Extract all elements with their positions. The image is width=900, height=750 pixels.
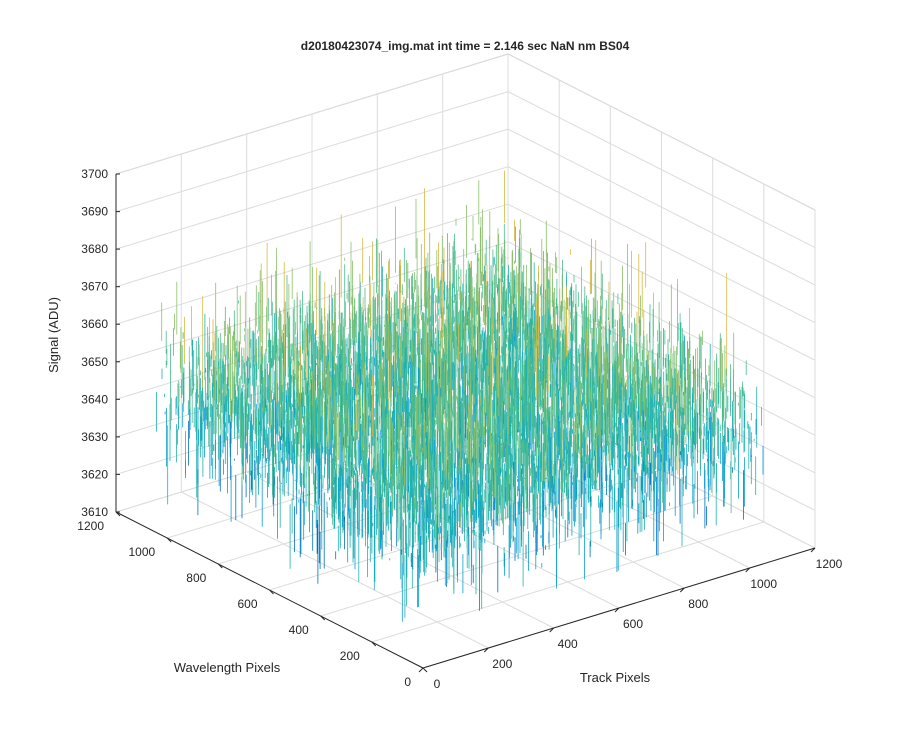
grid-line [507,53,816,211]
chart-title: d20180423074_img.mat int time = 2.146 se… [301,39,630,53]
grid-line [115,53,509,175]
surface-plot [156,170,764,622]
grid-line [507,241,816,399]
grid-line [507,203,816,361]
grid-line [269,469,662,591]
grid-line [507,278,816,436]
grid-line [115,128,509,250]
grid-line [507,128,816,286]
grid-line [115,91,509,213]
grid-line [320,495,713,617]
grid-line [115,203,509,325]
grid-line [115,166,509,288]
grid-line [507,166,816,324]
grid-line [507,91,816,249]
grid-line [371,521,764,643]
